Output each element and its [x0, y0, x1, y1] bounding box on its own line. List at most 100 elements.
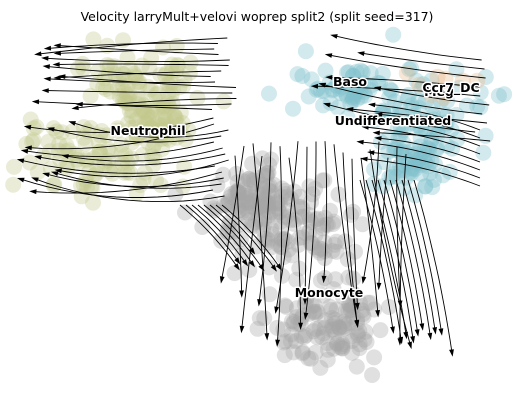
cell-point	[416, 143, 432, 160]
cell-point	[319, 351, 336, 368]
stream-arrow	[17, 177, 25, 183]
cell-point	[297, 43, 314, 60]
cell-point	[307, 305, 324, 322]
cell-point	[366, 301, 383, 318]
streamline	[389, 179, 423, 327]
cell-point	[320, 341, 336, 358]
cell-point	[417, 178, 434, 195]
cell-point	[344, 68, 361, 84]
cell-point	[427, 156, 443, 173]
streamline	[221, 204, 281, 268]
cell-point	[441, 163, 458, 180]
cell-point	[342, 96, 359, 113]
cell-point	[348, 358, 365, 375]
cell-point	[294, 345, 311, 362]
stream-arrow	[427, 332, 433, 341]
cell-point	[22, 111, 39, 128]
cell-point	[306, 297, 323, 314]
streamline	[365, 179, 402, 341]
cell-point	[291, 229, 308, 246]
cell-point	[130, 91, 147, 108]
cell-point	[278, 298, 295, 315]
streamline	[45, 173, 224, 188]
cell-point	[131, 91, 148, 108]
stream-arrow	[20, 148, 29, 154]
stream-arrow	[52, 62, 60, 67]
streamline	[209, 204, 254, 252]
cell-point	[89, 76, 106, 93]
cell-point	[348, 63, 365, 80]
cell-point	[143, 49, 160, 66]
stream-arrow	[248, 260, 255, 268]
cell-point	[28, 119, 45, 135]
cell-point	[435, 89, 452, 106]
cell-point	[286, 183, 303, 200]
cell-point	[410, 100, 427, 116]
cell-point	[258, 230, 275, 247]
cell-point	[346, 286, 363, 303]
streamline	[35, 101, 213, 110]
cell-point	[114, 65, 131, 82]
cell-point	[351, 336, 368, 353]
cell-point	[315, 97, 332, 114]
cell-point	[317, 312, 334, 329]
streamline	[359, 179, 394, 330]
stream-arrow	[323, 102, 331, 108]
cell-point	[276, 231, 293, 247]
cell-point	[119, 49, 136, 66]
cell-point	[155, 98, 172, 115]
cell-point	[282, 212, 299, 229]
stream-arrow	[410, 336, 415, 344]
cell-point	[260, 203, 277, 220]
cell-point	[273, 180, 290, 197]
cell-point	[5, 176, 22, 193]
cell-point	[256, 216, 273, 232]
stream-arrow	[371, 119, 379, 125]
cell-point	[366, 349, 383, 366]
cell-point	[472, 84, 489, 101]
cell-point	[334, 340, 351, 357]
cell-point	[140, 111, 156, 128]
cell-point	[335, 318, 352, 335]
cell-point	[330, 186, 347, 203]
cell-point	[101, 58, 118, 75]
streamline	[38, 153, 226, 166]
cell-point	[439, 93, 456, 109]
streamline	[305, 141, 317, 317]
streamline	[241, 155, 263, 330]
streamline	[24, 141, 215, 157]
cell-point	[315, 325, 332, 342]
stream-arrow	[275, 263, 282, 271]
cell-point	[338, 86, 355, 103]
cell-point	[131, 73, 148, 90]
cell-point	[230, 192, 247, 209]
streamline	[371, 151, 481, 179]
cell-point	[253, 214, 269, 231]
cell-point	[289, 198, 306, 215]
velocity-streamlines	[16, 34, 491, 357]
cell-point	[317, 62, 334, 79]
stream-arrow	[34, 51, 42, 57]
cell-point	[358, 111, 375, 128]
cell-point	[29, 164, 46, 181]
cell-point	[96, 153, 113, 170]
stream-arrow	[374, 136, 382, 141]
cell-point	[490, 87, 507, 104]
streamline	[328, 54, 486, 79]
cell-point	[275, 334, 292, 351]
cell-point	[305, 323, 322, 340]
cell-point	[85, 194, 101, 211]
cell-point	[354, 64, 371, 81]
stream-arrow	[361, 276, 367, 284]
cell-point	[296, 208, 312, 225]
streamline	[378, 113, 481, 139]
cell-point	[240, 194, 257, 211]
cell-point	[310, 242, 327, 259]
streamline	[179, 204, 238, 268]
cell-point	[337, 315, 354, 332]
cell-point	[287, 211, 304, 228]
cell-point	[101, 163, 118, 179]
stream-arrow	[61, 154, 69, 159]
cell-point	[407, 187, 424, 204]
cell-point	[324, 81, 341, 98]
